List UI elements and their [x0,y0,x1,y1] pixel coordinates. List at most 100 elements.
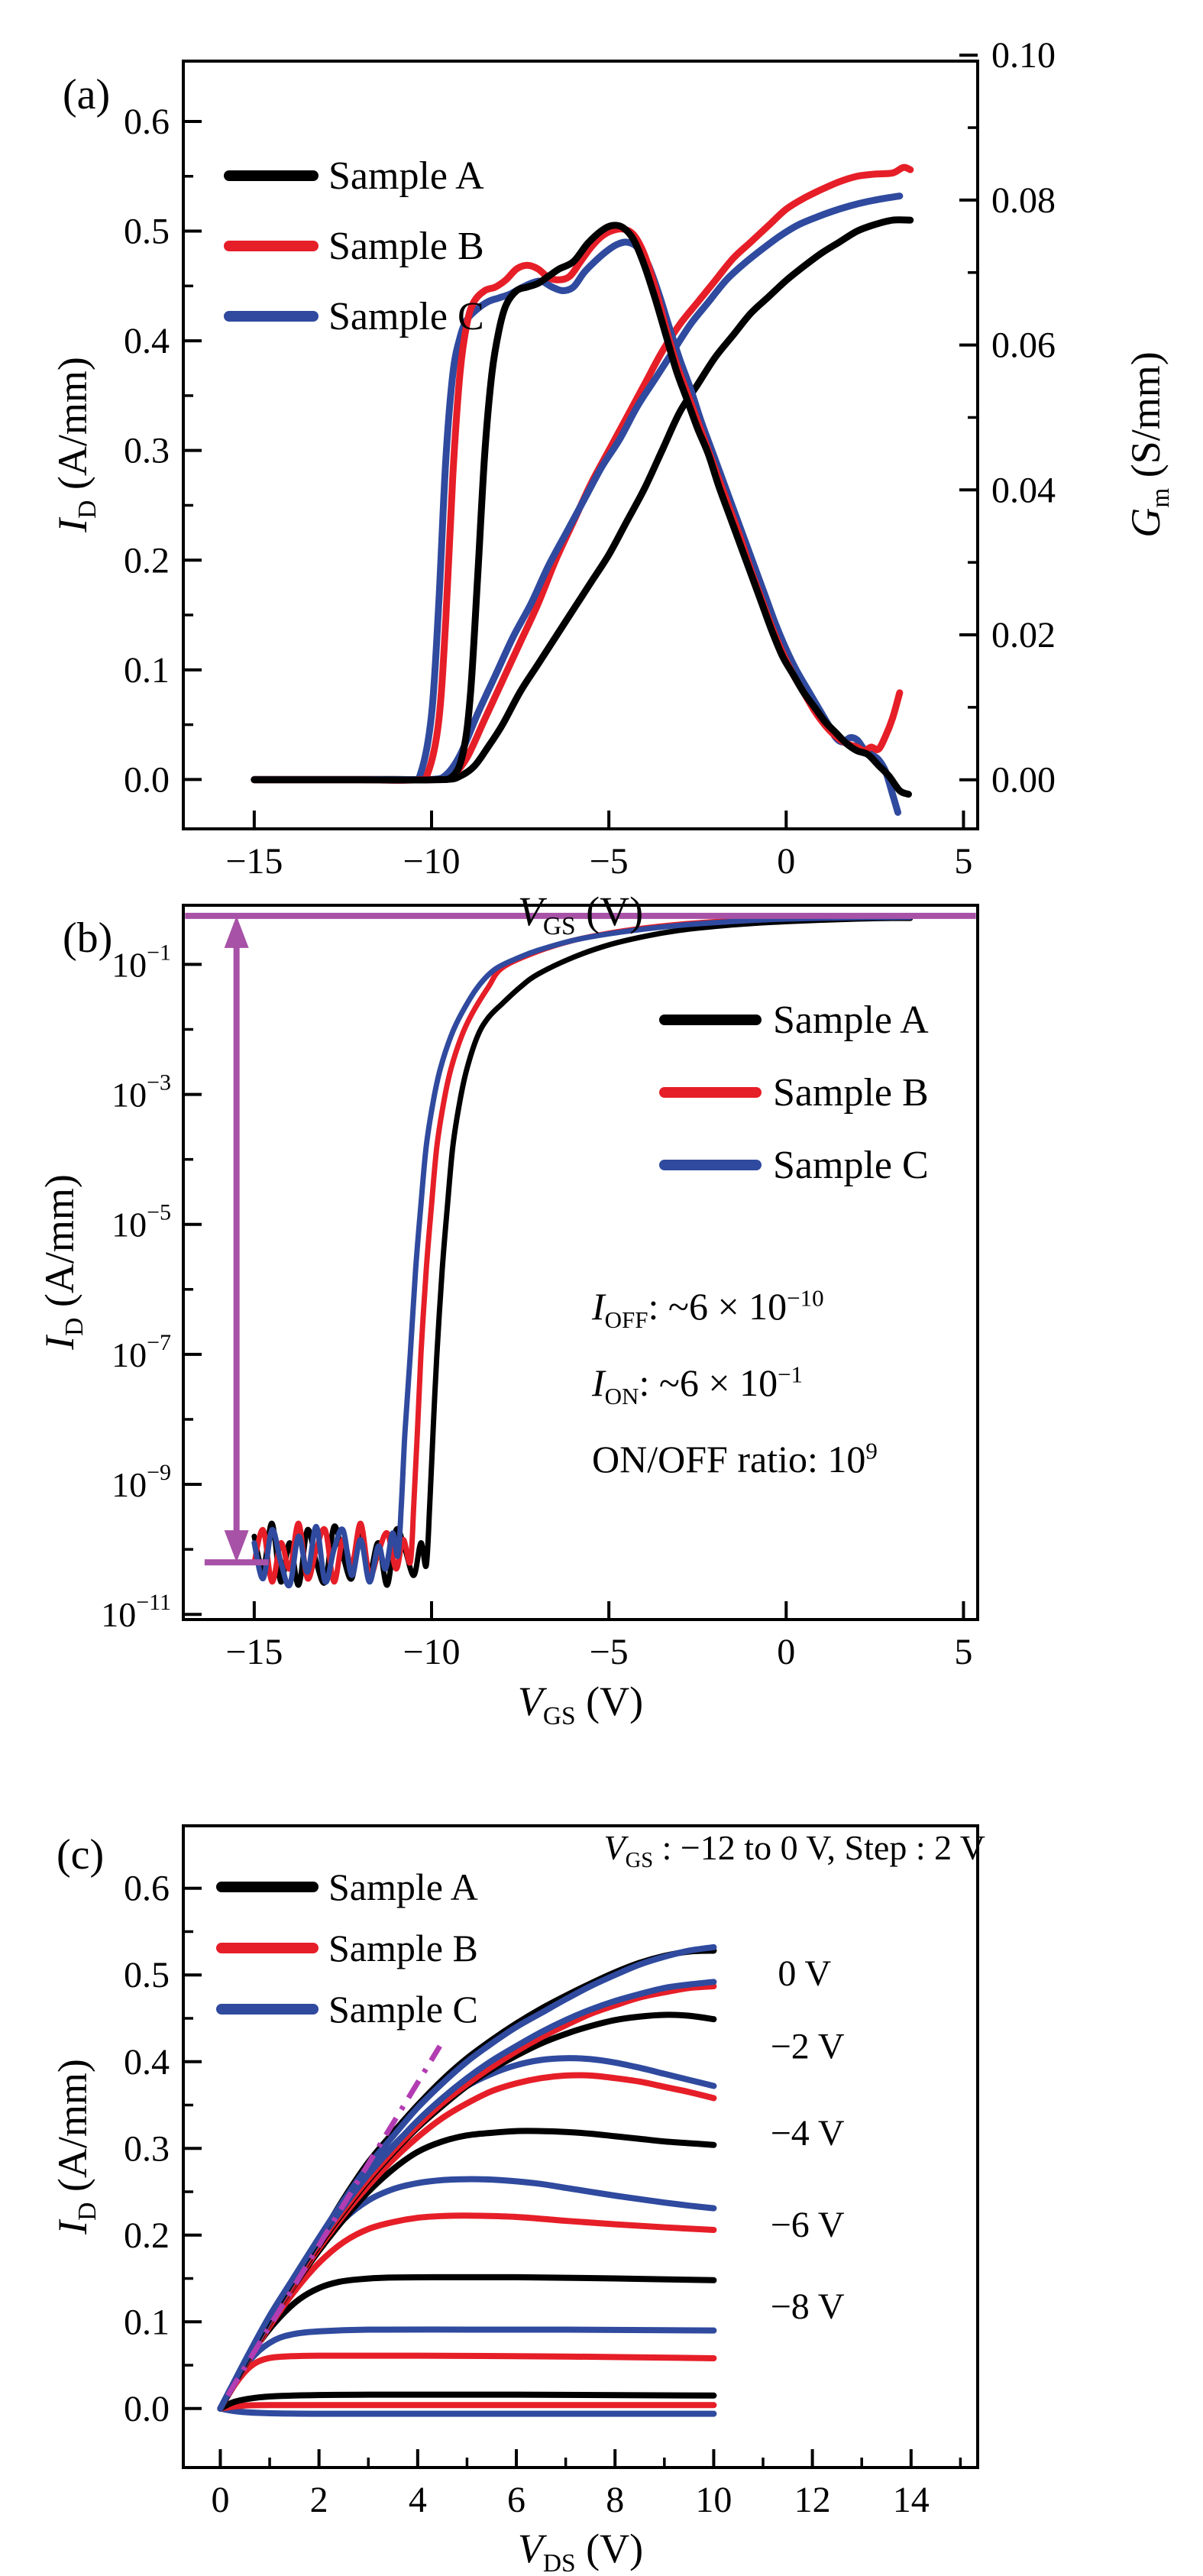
logid-sample-c [251,914,914,1589]
out-sample-a-vgs-6 [217,2273,717,2412]
out-sample-a-vgs-8 [217,2391,717,2412]
x-tick-label: 5 [954,1632,972,1672]
x-tick-label: −15 [225,841,283,882]
out-sample-c-vgs-0 [217,1943,717,2412]
legend-label: Sample B [328,225,484,268]
panel-a-right-axis-label: Gm (S/mm) [1123,351,1175,538]
y-tick-label: 10−7 [112,1330,171,1374]
y-tick-label: 10−1 [112,940,171,984]
panel-b-letter: (b) [63,914,113,962]
panel-a: −15 −10 −5 0 5 0.0 0.1 0.2 0.3 0.4 0.5 0.6 0.00 0.02 0… [124,35,1056,882]
legend-label: Sample C [773,1144,929,1187]
y-tick-label: 0.5 [124,1955,170,1995]
panel-c-letter: (c) [57,1831,105,1879]
legend-label: Sample C [328,295,484,338]
panel-c: 0 2 4 6 8 10 12 14 0.0 0.1 0.2 0.3 0.4 0.5 0.6 0 V −2 V −… [124,1824,979,2520]
y2-tick-label: 0.10 [991,35,1056,76]
panel-b: −15 −10 −5 0 5 10−1 10−3 10−5 10−7 10−9 10−11 Sampl… [101,904,979,1672]
arrow-down-icon [224,1530,249,1563]
x-tick-label: 10 [695,2480,732,2520]
panel-a-yaxis-label: ID (A/mm) [50,357,102,532]
out-sample-b-vgs-6 [217,2352,717,2412]
y-tick-label: 0.3 [124,2128,170,2169]
out-sample-b-vgs-8 [217,2402,717,2412]
y-tick-label: 0.1 [124,650,170,691]
x-tick-label: 0 [211,2480,229,2520]
logid-sample-a [251,915,914,1588]
x-tick-label: −15 [225,1632,283,1672]
y-tick-label: 0.2 [124,540,170,581]
y-tick-label: 10−9 [112,1460,171,1504]
plot-frame [182,1824,979,2469]
panel-b-xaxis-label: VGS (V) [517,1678,644,1730]
x-tick-label: −5 [590,1632,629,1672]
y-tick-label: 0.0 [124,759,170,800]
y-tick-label: 0.6 [124,1869,170,1909]
annotation-line [225,2044,442,2397]
curve-label: 0 V [778,1953,831,1994]
y-tick-label: 0.6 [124,102,170,142]
legend-label: Sample A [328,154,484,198]
out-sample-a-vgs-2 [217,2011,717,2412]
legend-label: Sample A [773,998,929,1042]
y-tick-label: 0.5 [124,212,170,252]
x-tick-label: 2 [310,2480,328,2520]
y-tick-label: 0.0 [124,2389,170,2429]
arrow-up-icon [224,915,249,948]
legend-label: Sample A [328,1866,478,1908]
panel-a-letter: (a) [63,71,111,118]
curve-label: −8 V [771,2286,845,2327]
panel-a-xaxis-label: VGS (V) [517,888,644,940]
id-sample-b [251,163,914,784]
x-tick-label: 0 [777,841,795,882]
x-tick-label: 5 [954,841,972,882]
legend-label: Sample C [328,1988,478,2031]
y2-tick-label: 0.06 [991,325,1056,366]
y-tick-label: 0.4 [124,2042,170,2082]
y2-tick-label: 0.02 [991,615,1056,655]
y-tick-label: 10−5 [112,1200,171,1244]
y-tick-label: 10−3 [112,1070,171,1115]
legend-label: Sample B [773,1071,929,1115]
curve-label: −6 V [771,2205,845,2245]
panel-b-yaxis-label: ID (A/mm) [37,1174,89,1350]
vgs-sweep-annotation: VGS : −12 to 0 V, Step : 2 V [603,1828,985,1873]
x-tick-label: 8 [606,2480,624,2520]
legend-label: Sample B [328,1927,478,1969]
y-tick-label: 10−11 [101,1590,171,1634]
x-tick-label: 12 [794,2480,831,2520]
y-tick-label: 0.2 [124,2215,170,2256]
curve-label: −4 V [771,2113,845,2154]
gm-sample-a [251,222,912,798]
id-sample-c [251,193,904,784]
x-tick-label: −10 [403,1632,460,1672]
ioff-line: IOFF: ~6 × 10−10 [592,1284,824,1333]
ion-line: ION: ~6 × 10−1 [592,1361,804,1409]
y2-tick-label: 0.00 [991,760,1056,801]
on-off-annotation: IOFF: ~6 × 10−10 ION: ~6 × 10−1 ON/OFF r… [592,1268,878,1497]
y-tick-label: 0.1 [124,2302,170,2342]
out-sample-a-vgs-4 [217,2128,717,2412]
x-tick-label: 6 [507,2480,526,2520]
y-tick-label: 0.4 [124,321,170,361]
curve-label: −2 V [771,2026,845,2066]
plot-frame [182,60,979,830]
panel-c-yaxis-label: ID (A/mm) [50,2059,102,2235]
x-tick-label: −10 [403,841,460,882]
x-tick-label: −5 [590,841,629,882]
x-tick-label: 4 [409,2480,427,2520]
plot-frame [182,904,979,1621]
y-tick-label: 0.3 [124,431,170,471]
out-sample-c-vgs-10 [217,2405,717,2417]
y2-tick-label: 0.04 [991,470,1056,510]
out-sample-c-vgs-2 [217,1979,717,2412]
x-tick-label: 0 [777,1632,795,1672]
out-sample-b-vgs-4 [217,2212,717,2412]
onoff-ratio-line: ON/OFF ratio: 109 [592,1437,878,1481]
x-tick-label: 14 [893,2480,930,2520]
id-sample-a [251,216,914,784]
panel-c-xaxis-label: VDS (V) [517,2526,644,2576]
y2-tick-label: 0.08 [991,180,1056,221]
